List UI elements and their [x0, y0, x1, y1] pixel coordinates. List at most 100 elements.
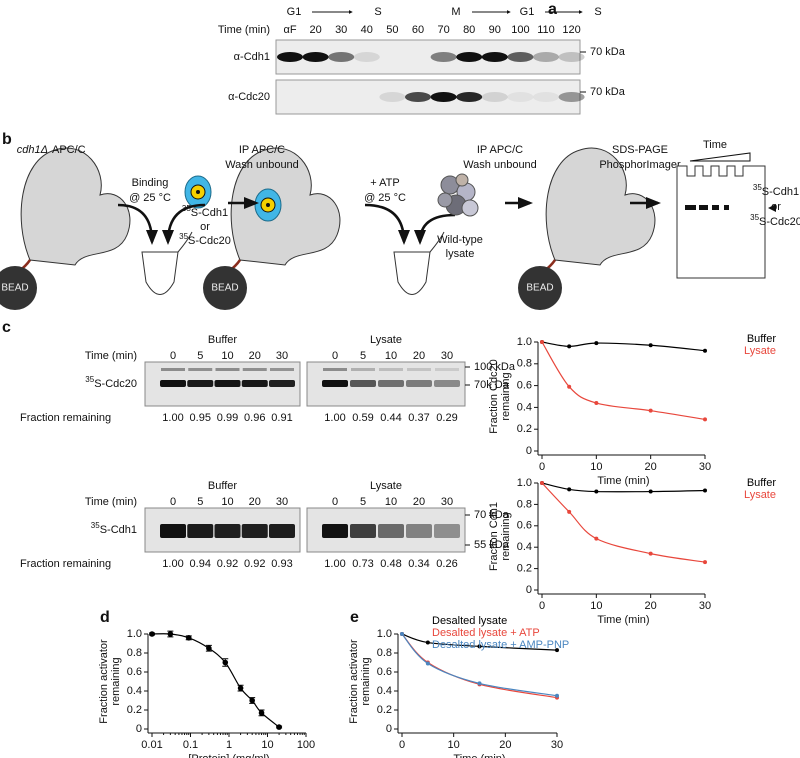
label: 30: [551, 739, 563, 751]
label-text: S-Cdh1: [100, 524, 137, 536]
label: Wild-type: [437, 234, 483, 246]
point: [703, 417, 707, 422]
label: 0.37: [408, 412, 429, 424]
point: [648, 489, 653, 494]
label: or: [200, 221, 210, 233]
label: Time (min): [85, 496, 137, 508]
label: 10: [590, 461, 602, 473]
band: [558, 92, 585, 102]
lysate-protein: [437, 192, 453, 208]
label: 20: [249, 350, 261, 362]
label: 0: [332, 496, 338, 508]
point: [276, 724, 282, 730]
gel: [676, 165, 766, 279]
label: 80: [463, 24, 475, 36]
label: 0.59: [352, 412, 373, 424]
band: [378, 380, 404, 387]
band: [353, 52, 380, 62]
bead: [203, 266, 247, 310]
label: BEAD: [1, 283, 28, 294]
label: 0.01: [141, 739, 162, 751]
band: [481, 52, 508, 62]
label: 30: [699, 461, 711, 473]
label: 35S-Cdc20: [750, 213, 800, 228]
band: [430, 92, 457, 102]
label: Buffer: [747, 477, 776, 489]
label: 70 kDa: [474, 509, 510, 521]
label: IP APC/C: [477, 144, 523, 156]
label: 0.26: [436, 558, 457, 570]
series-line: [541, 341, 706, 420]
band: [350, 380, 376, 387]
label: 35S-Cdh1: [91, 521, 137, 536]
label: 1.00: [324, 558, 345, 570]
label: 0: [170, 350, 176, 362]
bead: [0, 266, 37, 310]
label: 10: [261, 739, 273, 751]
label: SDS-PAGE: [612, 144, 668, 156]
point: [477, 681, 482, 686]
label: 0.92: [217, 558, 238, 570]
tube: [393, 251, 431, 295]
label: Time (min): [597, 614, 649, 626]
band: [242, 368, 267, 371]
band: [187, 524, 214, 538]
label: 0: [170, 496, 176, 508]
apc-c: [20, 147, 131, 266]
label: Time (min): [453, 753, 505, 758]
label: 0.2: [517, 423, 532, 435]
label: 20: [249, 496, 261, 508]
label: 1.00: [162, 558, 183, 570]
label: 30: [699, 600, 711, 612]
label: 5: [197, 496, 203, 508]
label: 60: [412, 24, 424, 36]
label: 0.34: [408, 558, 429, 570]
label: Buffer: [747, 333, 776, 345]
label: 0.2: [127, 704, 142, 716]
band: [241, 524, 268, 538]
point: [149, 631, 155, 637]
band: [322, 524, 348, 538]
band: [435, 368, 459, 371]
point: [258, 710, 265, 716]
label: Wash unbound: [225, 159, 299, 171]
label: Buffer: [208, 334, 237, 346]
superscript: 35: [182, 204, 191, 213]
band: [507, 52, 534, 62]
band: [407, 368, 431, 371]
label: 0.8: [377, 647, 392, 659]
label: or: [771, 201, 781, 213]
label: Fraction Cdh1: [488, 502, 500, 571]
band: [405, 92, 431, 102]
band: [379, 92, 406, 102]
point: [567, 384, 572, 389]
series-line: [401, 633, 558, 651]
label: Lysate: [744, 345, 776, 357]
label: Time (min): [85, 350, 137, 362]
label: S: [374, 6, 381, 18]
label: G1: [520, 6, 535, 18]
apc-c: [545, 147, 656, 266]
point: [167, 631, 174, 637]
label: 0.8: [517, 358, 532, 370]
label: 0.4: [127, 685, 142, 697]
superscript: 35: [179, 232, 188, 241]
band: [277, 52, 303, 62]
label: 30: [276, 350, 288, 362]
label: 0.99: [217, 412, 238, 424]
label: 0.73: [352, 558, 373, 570]
label: remaining: [500, 512, 512, 560]
band: [161, 368, 185, 371]
label: 35S-Cdc20: [85, 375, 137, 390]
point: [555, 693, 559, 698]
curved-arrow: [414, 213, 456, 245]
label: Desalted lysate + AMP-PNP: [432, 639, 569, 651]
label: c: [2, 319, 11, 336]
series-line: [541, 482, 706, 563]
band: [507, 92, 534, 102]
label: 0.92: [244, 558, 265, 570]
lysate-protein: [461, 199, 479, 217]
label: 20: [645, 600, 657, 612]
label: 0: [539, 600, 545, 612]
label: Desalted lysate: [432, 615, 507, 627]
